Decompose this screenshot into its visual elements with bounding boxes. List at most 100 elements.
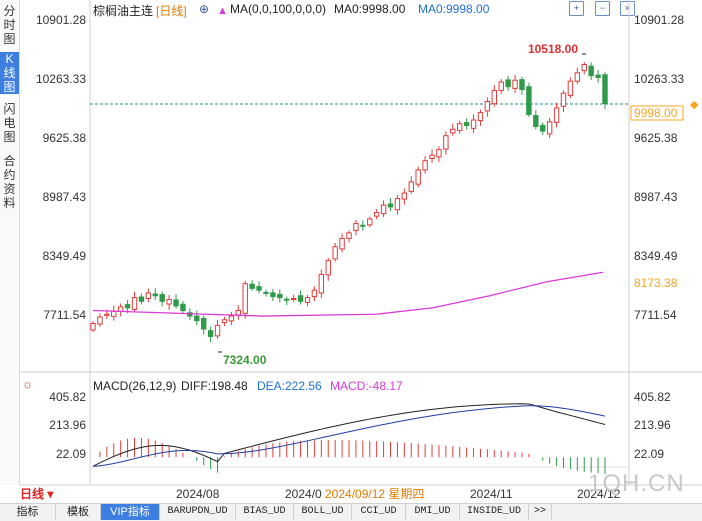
period-select-button[interactable]: 日线 ▾	[20, 486, 88, 502]
time-label-1: 2024/0	[285, 487, 322, 501]
candle-body	[152, 293, 158, 297]
ma0-value-blue: MA0:9998.00	[418, 2, 490, 16]
candle-body	[567, 80, 574, 96]
candle-body	[595, 74, 601, 78]
close-icon[interactable]: ×	[620, 1, 635, 16]
right-tick-3: 8987.43	[634, 190, 678, 204]
candle-body	[173, 299, 179, 307]
ma0-value: MA0:9998.00	[334, 2, 406, 16]
candle-body	[436, 149, 442, 158]
candle-body	[201, 317, 207, 330]
candle-body	[256, 286, 262, 291]
candle-body	[221, 319, 228, 324]
indicator-tab-bar: 指标 模板 VIP指标 BARUPDN_UD BIAS_UD BOLL_UD C…	[0, 503, 702, 521]
tab-cci[interactable]: CCI_UD	[352, 504, 406, 520]
tab-cci-label: CCI_UD	[360, 506, 397, 517]
candle-body	[394, 198, 401, 211]
candle-body	[124, 304, 131, 309]
candle-body	[519, 79, 525, 90]
last-price-arrow-icon: ◆	[690, 99, 699, 111]
candle-body	[401, 192, 408, 200]
tab-templates-label: 模板	[67, 506, 89, 518]
period-label: [日线]	[156, 4, 187, 18]
macd-diff: DIFF:198.48	[181, 379, 248, 393]
chevron-down-icon: ▾	[47, 487, 54, 501]
settings-circle-icon[interactable]: ⊕	[199, 2, 210, 16]
macd-diff-line	[92, 403, 606, 467]
candle-body	[491, 89, 497, 105]
tab-contract-info[interactable]: 合约资料	[0, 154, 19, 212]
candle-body	[318, 273, 325, 294]
macd-left-tick-0: 405.82	[49, 390, 86, 404]
tab-inside[interactable]: INSIDE_UD	[460, 504, 529, 520]
candle-body	[97, 316, 103, 325]
tab-indicators[interactable]: 指标	[0, 504, 56, 520]
candle-body	[277, 293, 283, 299]
zoom-out-icon[interactable]: −	[595, 1, 610, 16]
cursor-date: 2024/09/12 星期四	[325, 487, 424, 501]
symbol-name: 棕榈油主连	[93, 4, 154, 18]
tab-bias-label: BIAS_UD	[243, 506, 286, 517]
candle-body	[457, 123, 463, 131]
candle-body	[450, 128, 456, 134]
view-switcher: 分时图 K线图 闪电图 合约资料	[0, 0, 20, 485]
candle-body	[235, 310, 241, 316]
tab-dmi[interactable]: DMI_UD	[406, 504, 460, 520]
more-tabs-button[interactable]: >>	[529, 504, 552, 520]
macd-settings-icon: ☼	[22, 377, 33, 391]
candle-body	[353, 223, 359, 232]
tab-templates[interactable]: 模板	[56, 504, 101, 520]
tab-boll-label: BOLL_UD	[301, 506, 344, 517]
kline-chart[interactable]: 10901.28 10263.33 9625.38 8987.43 8349.4…	[0, 0, 702, 503]
tab-boll[interactable]: BOLL_UD	[294, 504, 352, 520]
time-label-2: 2024/11	[470, 487, 513, 501]
candle-body	[346, 232, 352, 239]
candle-body	[581, 64, 587, 72]
zoom-in-icon[interactable]: +	[569, 1, 584, 16]
candle-body	[138, 296, 145, 302]
candle-body	[415, 169, 421, 185]
candle-body	[187, 312, 193, 317]
tab-bias[interactable]: BIAS_UD	[236, 504, 294, 520]
macd-title: MACD(26,12,9)	[93, 379, 176, 393]
low-label: 7324.00	[223, 353, 267, 367]
candle-body	[546, 121, 553, 135]
left-tick-1: 10263.33	[36, 72, 86, 86]
tab-dmi-label: DMI_UD	[414, 506, 451, 517]
tab-timeshare-label: 分时图	[3, 4, 16, 46]
tab-inside-label: INSIDE_UD	[466, 506, 521, 517]
tab-barupdn[interactable]: BARUPDN_UD	[160, 504, 236, 520]
candle-body	[332, 246, 338, 260]
last-price-tag-box	[630, 105, 684, 121]
candle-body	[470, 119, 477, 129]
tab-kline[interactable]: K线图	[0, 52, 19, 94]
ma100-line	[92, 271, 604, 317]
candle-body	[429, 154, 435, 159]
candle-body	[145, 292, 152, 299]
macd-dea: DEA:222.56	[257, 379, 322, 393]
candle-body	[339, 237, 345, 250]
tab-contract-info-label: 合约资料	[3, 154, 16, 210]
right-tick-0: 10901.28	[634, 13, 684, 27]
candle-body	[380, 204, 387, 215]
candle-body	[166, 298, 172, 305]
tab-lightning-label: 闪电图	[3, 102, 16, 144]
right-tick-4: 8349.49	[634, 249, 678, 263]
candle-body	[311, 289, 318, 297]
tab-timeshare[interactable]: 分时图	[0, 4, 19, 46]
tab-vip-indicators[interactable]: VIP指标	[101, 504, 160, 520]
macd-dea-line	[92, 405, 606, 467]
candle-body	[242, 283, 248, 314]
candle-body	[263, 291, 269, 294]
left-tick-3: 8987.43	[43, 190, 87, 204]
candle-body	[249, 283, 255, 289]
tab-vip-indicators-label: VIP指标	[110, 506, 150, 518]
candle-body	[90, 322, 96, 331]
tab-lightning[interactable]: 闪电图	[0, 102, 19, 144]
tab-indicators-label: 指标	[16, 506, 39, 518]
ma-value-tag: 8173.38	[634, 276, 678, 290]
candle-body	[373, 211, 380, 217]
candle-body	[574, 72, 581, 82]
candle-body	[214, 324, 221, 337]
candle-body	[387, 203, 394, 208]
